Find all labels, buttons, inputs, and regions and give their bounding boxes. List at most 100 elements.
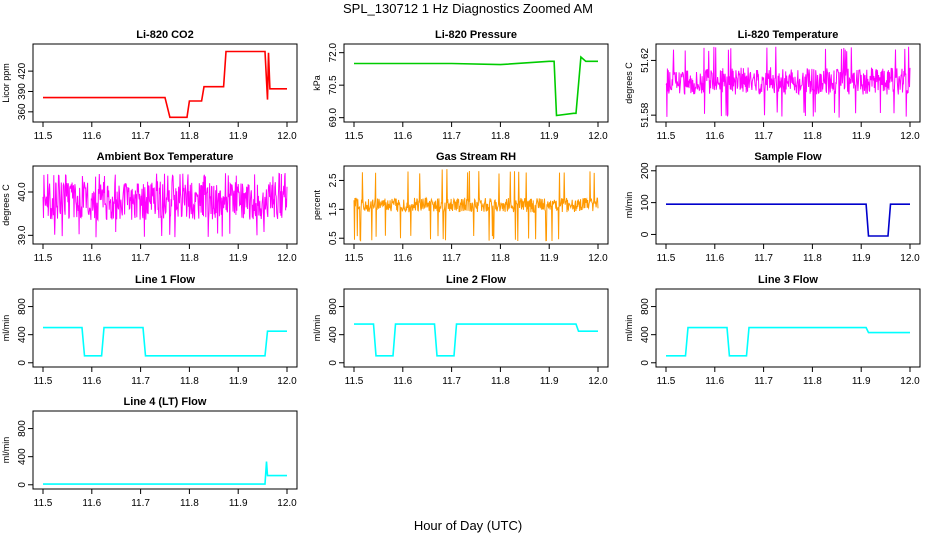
x-tick-label: 11.7 — [131, 131, 150, 142]
x-tick-label: 11.9 — [540, 131, 559, 142]
x-tick-label: 11.5 — [657, 376, 676, 387]
x-tick-label: 11.6 — [705, 131, 724, 142]
data-series-line — [665, 46, 911, 118]
x-tick-label: 11.5 — [34, 253, 53, 264]
y-axis-label: ml/min — [1, 437, 11, 464]
data-series-line — [43, 326, 287, 357]
x-tick-label: 11.9 — [852, 376, 871, 387]
panel-title: Gas Stream RH — [436, 151, 516, 163]
y-tick-label: 800 — [328, 298, 339, 315]
y-tick-label: 360 — [17, 103, 28, 120]
x-tick-label: 11.8 — [491, 131, 510, 142]
plot-frame — [343, 165, 609, 245]
x-tick-label: 11.9 — [540, 253, 559, 264]
chart-panel: Sample Flow 11.5 11.6 11.7 11.8 11.9 12.0 0 100 2… — [624, 151, 921, 264]
panel-title: Sample Flow — [754, 151, 822, 163]
x-tick-label: 12.0 — [277, 376, 297, 387]
panel-title: Li-820 CO2 — [136, 29, 193, 41]
x-tick-label: 11.5 — [345, 376, 364, 387]
x-tick-label: 11.8 — [803, 253, 822, 264]
chart-panel: Li-820 CO2 11.5 11.6 11.7 11.8 11.9 12.0 360 390… — [1, 29, 298, 142]
data-series-line — [354, 55, 598, 117]
x-tick-label: 11.8 — [180, 498, 199, 509]
y-axis-label: degrees C — [1, 184, 11, 226]
y-tick-label: 400 — [17, 448, 28, 465]
y-axis-label: ml/min — [624, 192, 634, 219]
plot-frame — [32, 410, 298, 490]
plot-frame — [343, 43, 609, 123]
x-tick-label: 11.7 — [131, 498, 150, 509]
panel-title: Ambient Box Temperature — [97, 151, 234, 163]
x-tick-label: 11.5 — [345, 253, 364, 264]
y-tick-label: 420 — [17, 62, 28, 79]
y-tick-label: 40.0 — [17, 182, 28, 202]
x-tick-label: 11.6 — [393, 131, 412, 142]
data-series-line — [666, 203, 910, 237]
y-tick-label: 39.0 — [17, 225, 28, 245]
x-tick-label: 12.0 — [277, 253, 297, 264]
y-tick-label: 800 — [17, 420, 28, 437]
plot-frame — [343, 288, 609, 368]
y-axis-label: percent — [312, 189, 322, 220]
y-axis-label: Licor ppm — [1, 63, 11, 103]
x-tick-label: 11.6 — [393, 376, 412, 387]
plot-frame — [32, 165, 298, 245]
x-tick-label: 11.9 — [852, 131, 871, 142]
y-tick-label: 51.62 — [640, 47, 651, 72]
data-series-line — [666, 326, 910, 357]
chart-panel: Ambient Box Temperature 11.5 11.6 11.7 11.8 1… — [1, 151, 298, 264]
x-tick-label: 11.6 — [82, 253, 101, 264]
plot-frame — [32, 288, 298, 368]
panel-title: Line 4 (LT) Flow — [124, 396, 207, 408]
x-tick-label: 11.8 — [180, 376, 199, 387]
x-tick-label: 11.8 — [491, 253, 510, 264]
x-tick-label: 11.6 — [82, 376, 101, 387]
x-tick-label: 11.6 — [82, 131, 101, 142]
x-tick-label: 11.8 — [180, 253, 199, 264]
plot-frame — [655, 165, 921, 245]
chart-panel: Line 3 Flow 11.5 11.6 11.7 11.8 11.9 12.0 0 400 8… — [624, 274, 921, 387]
x-tick-label: 11.9 — [229, 131, 248, 142]
y-tick-label: 0.5 — [328, 231, 339, 245]
x-tick-label: 11.5 — [34, 376, 53, 387]
plot-frame — [655, 43, 921, 123]
chart-panel: Line 1 Flow 11.5 11.6 11.7 11.8 11.9 12.0 0 400 8… — [1, 274, 298, 387]
x-tick-label: 11.5 — [657, 131, 676, 142]
plot-frame — [32, 43, 298, 123]
y-tick-label: 400 — [640, 326, 651, 343]
x-tick-label: 12.0 — [900, 376, 920, 387]
y-tick-label: 0 — [328, 360, 339, 366]
x-tick-label: 11.7 — [442, 253, 461, 264]
x-tick-label: 12.0 — [277, 498, 297, 509]
y-axis-label: kPa — [312, 75, 322, 91]
chart-panel: Li-820 Temperature 11.5 11.6 11.7 11.8 11.9 12… — [624, 29, 921, 142]
x-tick-label: 11.7 — [754, 131, 773, 142]
x-tick-label: 11.9 — [229, 498, 248, 509]
x-tick-label: 11.7 — [754, 376, 773, 387]
x-tick-label: 11.6 — [82, 498, 101, 509]
x-tick-label: 11.6 — [705, 253, 724, 264]
y-tick-label: 0 — [640, 231, 651, 237]
main-title: SPL_130712 1 Hz Diagnostics Zoomed AM — [343, 1, 593, 16]
y-tick-label: 0 — [17, 482, 28, 488]
x-tick-label: 11.8 — [803, 131, 822, 142]
panel-title: Line 1 Flow — [135, 274, 195, 286]
y-axis-label: ml/min — [624, 315, 634, 342]
y-tick-label: 70.5 — [328, 75, 339, 95]
y-axis-label: ml/min — [1, 315, 11, 342]
x-tick-label: 11.7 — [131, 253, 150, 264]
y-tick-label: 800 — [640, 298, 651, 315]
x-tick-label: 12.0 — [588, 376, 608, 387]
y-tick-label: 0 — [17, 360, 28, 366]
x-tick-label: 11.5 — [657, 253, 676, 264]
x-tick-label: 11.5 — [34, 131, 53, 142]
y-tick-label: 200 — [640, 162, 651, 179]
chart-panel: Line 4 (LT) Flow 11.5 11.6 11.7 11.8 11.9 12.0… — [1, 396, 298, 509]
x-tick-label: 11.8 — [803, 376, 822, 387]
y-tick-label: 400 — [17, 326, 28, 343]
x-tick-label: 11.7 — [442, 131, 461, 142]
x-tick-label: 11.8 — [491, 376, 510, 387]
x-tick-label: 11.6 — [393, 253, 412, 264]
x-tick-label: 11.9 — [229, 376, 248, 387]
